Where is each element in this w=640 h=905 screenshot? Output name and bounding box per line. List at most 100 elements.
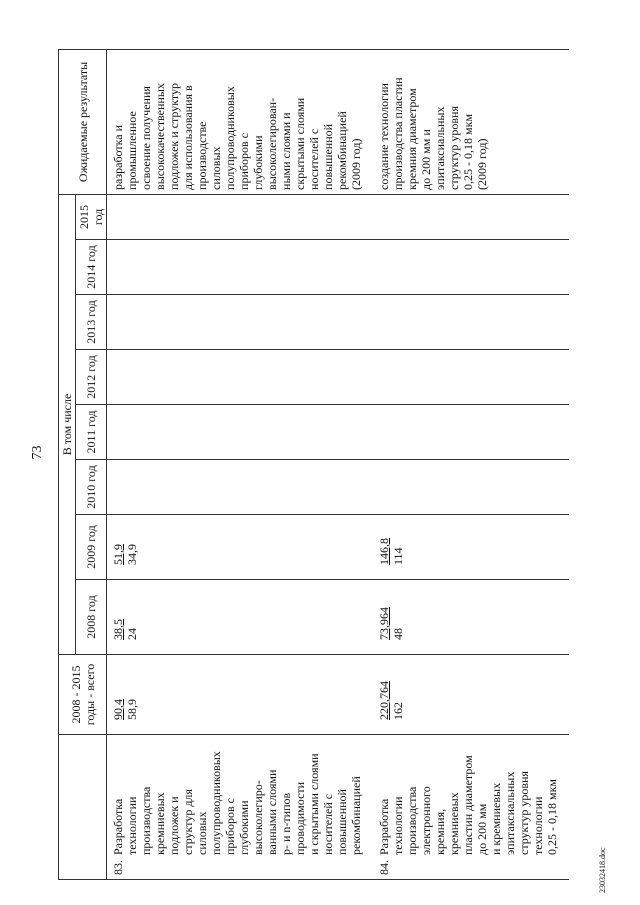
- row-number: 83.: [111, 860, 125, 875]
- result-line: кремния диаметром: [405, 88, 419, 190]
- amount-top: 220,764: [377, 681, 391, 720]
- footer: 23032418.doc: [598, 847, 607, 893]
- name-line: технологии: [531, 796, 545, 855]
- amount-bottom: 162: [391, 702, 405, 720]
- amount-bottom: 114: [391, 547, 405, 565]
- result-line: повышенной: [321, 123, 335, 190]
- table-row: 83. Разработка технологии производства кремн…: [106, 49, 373, 880]
- result-line: скрытыми слоями: [293, 97, 307, 190]
- name-line: технологии: [391, 796, 405, 855]
- name-line: и кремниевых: [489, 782, 503, 855]
- result-line: создание технологии: [377, 83, 391, 190]
- result-line: разработка и: [111, 124, 125, 190]
- row-name: Разработка технологии производства электрон…: [377, 755, 559, 855]
- header-year: 2015 год: [75, 194, 107, 240]
- header-total: 2008 - 2015 годы - всего: [58, 654, 107, 735]
- header-year: 2008 год: [75, 579, 107, 655]
- name-line: кремния,: [433, 808, 447, 855]
- header-subgroup: В том числе: [58, 194, 76, 655]
- name-line: кремниевых: [447, 792, 461, 855]
- amount-bottom: 48: [391, 628, 405, 640]
- name-line: полупроводниковых: [209, 751, 223, 855]
- header-year: 2010 год: [75, 459, 107, 515]
- name-line: носителей с: [321, 793, 335, 855]
- result-line: производства пластин: [391, 77, 405, 190]
- amount-cell: [106, 194, 373, 240]
- amount-cell: [106, 459, 373, 515]
- name-line: и скрытыми слоями: [307, 753, 321, 855]
- result-line: эпитаксиальных: [433, 106, 447, 190]
- amount-top: 73,964: [377, 607, 391, 640]
- name-line: Разработка: [377, 798, 391, 855]
- result-line: (2009 год): [475, 138, 489, 190]
- name-line: кремниевых: [153, 792, 167, 855]
- name-line: силовых: [195, 811, 209, 855]
- amount-cell: 38,5 24: [106, 579, 373, 655]
- results-cell: разработка и промышленное освоение получен…: [106, 49, 373, 195]
- name-line: до 200 мм: [475, 803, 489, 855]
- amount-cell: [106, 349, 373, 405]
- name-line: структур для: [181, 789, 195, 855]
- result-line: (2009 год): [349, 138, 363, 190]
- result-line: глубокими: [251, 135, 265, 190]
- name-line: технологии: [125, 796, 139, 855]
- header-cell: [58, 734, 107, 880]
- header-year: 2012 год: [75, 349, 107, 405]
- name-line: проводимости: [293, 781, 307, 855]
- result-line: высоколегирован-: [265, 97, 279, 190]
- header-year: 2014 год: [75, 239, 107, 295]
- amount-top: 146,8: [377, 538, 391, 565]
- result-line: структур уровня: [447, 106, 461, 190]
- name-line: глубокими: [237, 800, 251, 855]
- amount-cell: 220,764 162: [373, 654, 569, 735]
- amount-cell: [106, 294, 373, 350]
- amount-cell: [373, 239, 569, 295]
- amount-cell: 73,964 48: [373, 579, 569, 655]
- amount-cell: [373, 194, 569, 240]
- header-results: Ожидаемые результаты: [58, 49, 107, 195]
- amount-cell: [106, 239, 373, 295]
- name-line: Разработка: [111, 798, 125, 855]
- amount-bottom: 58,9: [125, 699, 139, 720]
- row-name: Разработка технологии производства кремниев…: [111, 751, 363, 855]
- name-line: ванными слоями: [265, 769, 279, 855]
- amount-bottom: 34,9: [125, 544, 139, 565]
- amount-cell: 146,8 114: [373, 514, 569, 580]
- name-line: p- и n-типов: [279, 792, 293, 855]
- result-line: носителей с: [307, 128, 321, 190]
- result-line: для использования в: [181, 85, 195, 190]
- amount-cell: [373, 404, 569, 460]
- amount-top: 90,4: [111, 699, 125, 720]
- result-line: полупроводниковых: [223, 86, 237, 190]
- amount-cell: [106, 404, 373, 460]
- name-line: эпитаксиальных: [503, 771, 517, 855]
- table-body: 83.Разработка технологии производства кремн…: [106, 49, 569, 880]
- header-year: 2013 год: [75, 294, 107, 350]
- result-line: до 200 мм и: [419, 129, 433, 190]
- plan-table: 2008 - 2015 годы - всего В том числе Ожида…: [58, 49, 569, 880]
- result-line: подложек и структур: [167, 83, 181, 190]
- result-line: производстве: [195, 121, 209, 190]
- name-line: производства: [405, 786, 419, 855]
- name-line: производства: [139, 786, 153, 855]
- result-line: высококачественных: [153, 83, 167, 190]
- page-number: 73: [30, 445, 45, 460]
- name-cell: 84.Разработка технологии производства элект…: [373, 734, 569, 880]
- results-cell: создание технологии производства пластин к…: [373, 49, 569, 195]
- name-line: приборов с: [223, 798, 237, 855]
- result-line: силовых: [209, 146, 223, 190]
- name-line: структур уровня: [517, 771, 531, 855]
- amount-cell: 51,9 34,9: [106, 514, 373, 580]
- table-header: 2008 - 2015 годы - всего В том числе Ожида…: [58, 49, 107, 880]
- amount-cell: [373, 349, 569, 405]
- amount-top: 38,5: [111, 619, 125, 640]
- result-line: приборов с: [237, 132, 251, 190]
- name-line: электронного: [419, 786, 433, 855]
- header-year: 2011 год: [75, 404, 107, 460]
- name-cell: 83. Разработка технологии производства кремн…: [106, 734, 373, 880]
- amount-cell: [373, 459, 569, 515]
- row-number: 84.: [377, 860, 391, 875]
